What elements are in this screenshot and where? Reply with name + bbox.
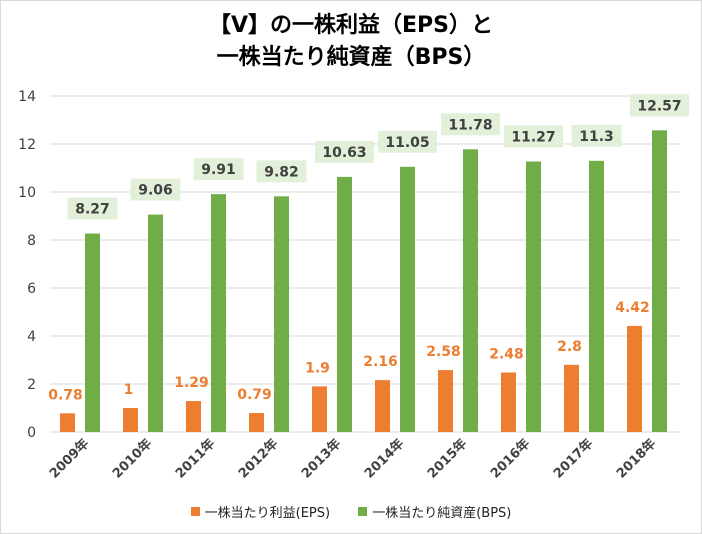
eps-data-label: 4.42 [615,300,650,316]
x-tick-label: 2009年 [46,436,92,482]
legend-label-bps: 一株当たり純資産(BPS) [372,506,512,521]
y-tick-label: 6 [27,281,36,297]
y-tick-label: 0 [27,425,36,441]
legend-item-eps: 一株当たり利益(EPS) [190,502,331,521]
eps-bar [627,325,642,432]
eps-data-label: 0.78 [48,387,83,403]
eps-bar [186,401,201,432]
legend-swatch-bps [358,507,368,516]
bps-data-label: 9.91 [201,162,236,178]
x-tick-label: 2010年 [109,436,155,482]
eps-bar [375,380,390,432]
bps-data-label: 11.78 [448,117,492,133]
bps-data-label: 9.06 [138,183,173,199]
eps-data-label: 1 [124,382,134,398]
eps-bar [312,386,327,432]
bps-bar [652,130,667,432]
bps-data-label: 11.27 [511,130,555,146]
bps-label-box [315,140,374,163]
bps-bar [274,196,289,432]
bps-bar [463,149,478,432]
eps-bar [564,364,579,432]
bps-bar [526,161,541,432]
y-tick-label: 8 [27,233,36,249]
legend-label-eps: 一株当たり利益(EPS) [204,506,331,521]
chart-title: 【V】の一株利益（EPS）と 一株当たり純資産（BPS） [0,10,702,74]
bps-label-box [630,94,689,117]
eps-bar [249,413,264,432]
bps-bar [337,176,352,432]
chart-legend: 一株当たり利益(EPS) 一株当たり純資産(BPS) [0,502,702,521]
eps-data-label: 0.79 [237,387,272,403]
chart-title-line2: 一株当たり純資産（BPS） [216,45,486,70]
bps-bar [400,166,415,433]
bps-data-label: 8.27 [75,202,110,218]
y-tick-label: 14 [18,89,36,105]
eps-bar [60,413,75,432]
bps-data-label: 11.05 [385,135,429,151]
eps-data-label: 1.29 [174,375,209,391]
x-tick-label: 2017年 [550,436,596,482]
bps-bar [148,214,163,432]
eps-bar [123,408,138,432]
eps-data-label: 2.8 [557,339,582,355]
y-tick-label: 10 [18,185,36,201]
legend-item-bps: 一株当たり純資産(BPS) [358,502,511,521]
bps-label-box [256,160,307,183]
y-tick-label: 4 [27,329,36,345]
bps-label-box [441,113,500,136]
bps-label-box [571,124,622,147]
x-tick-label: 2015年 [424,436,470,482]
bps-label-box [130,178,181,201]
bps-label-box [67,197,118,220]
eps-bar [438,370,453,432]
chart-title-line1: 【V】の一株利益（EPS）と [208,13,494,38]
bps-bar [211,194,226,432]
bps-label-box [193,158,244,181]
x-tick-label: 2016年 [487,436,533,482]
eps-data-label: 1.9 [305,360,330,376]
bps-data-label: 9.82 [264,164,299,180]
bps-data-label: 10.63 [322,145,366,161]
bps-bar [85,233,100,432]
y-tick-label: 2 [27,377,36,393]
eps-data-label: 2.16 [363,354,398,370]
bps-data-label: 11.3 [579,129,614,145]
legend-swatch-eps [190,507,200,516]
eps-data-label: 2.58 [426,344,461,360]
x-tick-label: 2014年 [361,436,407,482]
x-tick-label: 2011年 [172,436,218,482]
x-tick-label: 2018年 [613,436,659,482]
bps-data-label: 12.57 [637,98,681,114]
x-tick-label: 2013年 [298,436,344,482]
bps-bar [589,160,604,433]
eps-bar [501,372,516,432]
bps-label-box [504,125,563,148]
x-tick-label: 2012年 [235,436,281,482]
bps-label-box [378,130,437,153]
y-tick-label: 12 [18,137,36,153]
eps-data-label: 2.48 [489,346,524,362]
